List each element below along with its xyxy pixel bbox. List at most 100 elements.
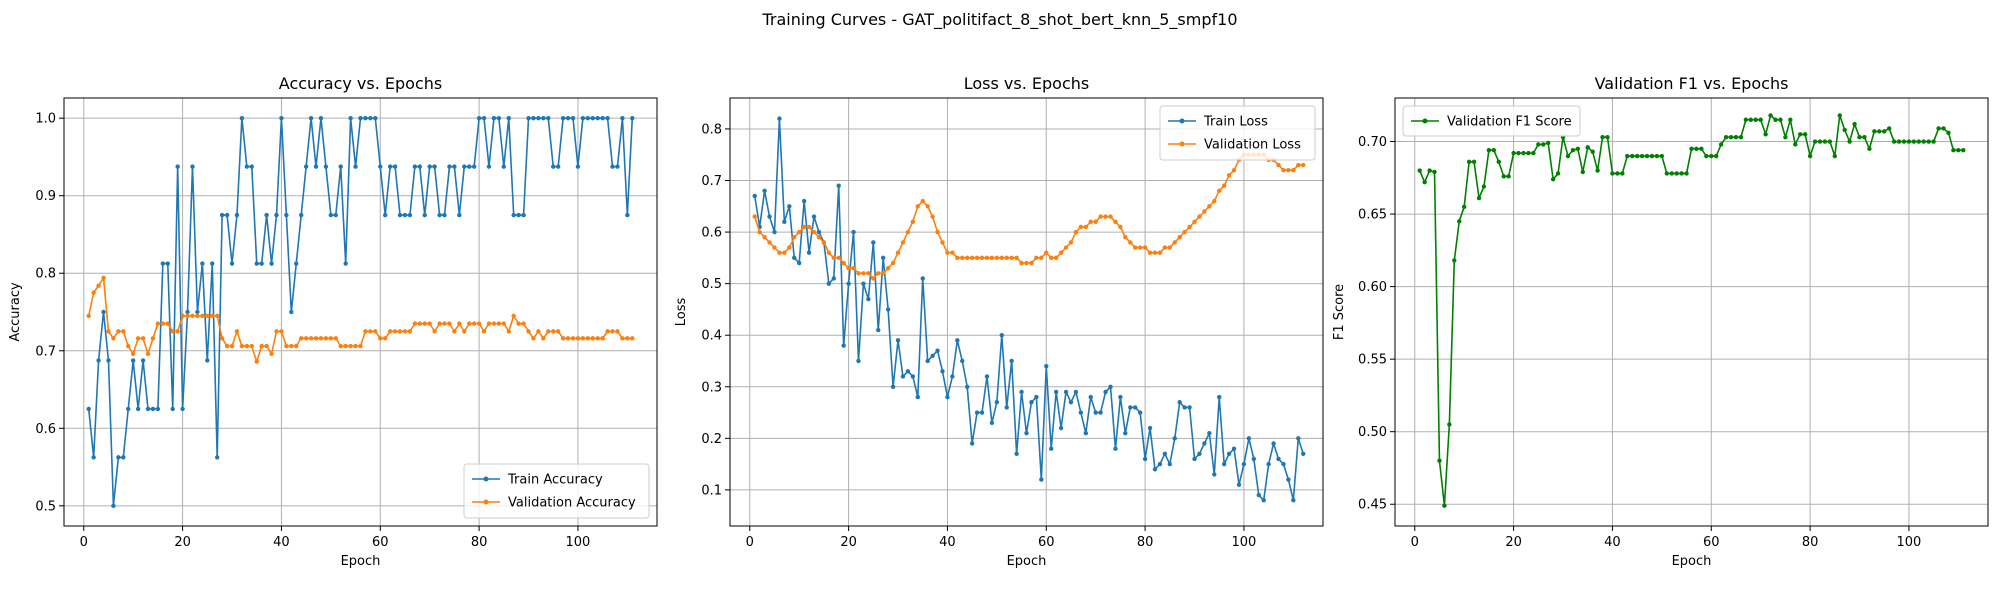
data-point [303,164,309,169]
data-point [1565,153,1571,159]
data-point [1714,153,1719,159]
data-point [1847,139,1852,144]
data-point [1128,240,1133,245]
data-point [358,115,363,121]
data-point [1630,153,1635,159]
data-point [531,115,536,121]
data-point [1916,139,1922,144]
data-point [1118,394,1123,400]
data-point [1202,441,1207,446]
x-tick-label: 20 [840,535,857,550]
data-point [1251,456,1257,462]
data-point [605,329,610,334]
data-point [526,115,531,121]
x-tick-label: 40 [1604,535,1621,550]
data-point [1118,224,1123,230]
data-point [905,229,911,235]
data-point [979,255,985,261]
data-point [180,313,185,319]
data-point [826,281,832,286]
data-point [969,255,975,261]
data-point [1137,410,1143,415]
data-point [496,115,502,121]
data-point [1595,168,1600,173]
data-point [541,336,546,341]
data-point [160,261,166,266]
series-validation-accuracy [86,275,635,364]
y-tick-label: 0.60 [1358,280,1387,295]
data-point [1610,171,1615,176]
data-point [920,198,925,204]
series-line [87,117,634,507]
data-point [407,329,413,334]
data-point [299,212,304,218]
x-tick-label: 80 [471,535,488,550]
data-point [940,369,945,374]
data-point [885,307,891,312]
data-point [1941,126,1946,131]
data-point [170,329,175,334]
data-point [1842,127,1847,133]
data-point [940,240,945,245]
data-point [856,358,861,364]
data-point [866,296,871,302]
data-point [1570,148,1576,153]
data-point [1615,171,1620,176]
data-point [1053,255,1059,261]
data-point [1162,451,1168,457]
data-point [1157,461,1163,467]
data-point [1207,430,1212,436]
data-point [229,261,235,266]
grid-lines [1395,98,1988,526]
data-point [363,115,368,121]
x-tick-label: 100 [1897,535,1922,550]
data-point [925,204,930,209]
y-tick-label: 0.5 [35,499,56,514]
data-point [476,115,482,121]
data-point [1802,132,1808,137]
data-point [299,336,304,341]
legend-box [463,463,650,519]
data-point [205,313,210,319]
data-point [841,260,846,266]
data-point [437,212,442,218]
data-point [580,115,586,121]
data-point [338,164,343,169]
data-point [1207,204,1212,209]
data-point [989,420,995,426]
data-point [1152,250,1158,255]
data-point [1078,224,1084,230]
data-point [915,394,920,400]
data-point [486,321,492,326]
data-point [999,333,1004,338]
data-point [1491,148,1497,153]
data-point [165,261,170,266]
data-point [1236,482,1242,487]
data-point [244,164,250,169]
data-point [333,212,338,218]
data-point [140,358,146,363]
data-point [752,193,757,199]
data-point [1807,153,1813,159]
data-point [200,313,205,319]
data-point [1063,245,1069,250]
y-axis-label: F1 Score [1332,284,1347,340]
y-tick-label: 0.45 [1358,498,1387,513]
data-point [378,336,383,341]
data-point [945,250,950,255]
data-point [145,351,151,357]
data-point [432,329,437,334]
data-point [1286,477,1291,482]
data-point [289,309,294,315]
data-point [1098,410,1103,415]
data-point [1014,255,1019,261]
x-tick-label: 0 [80,535,88,550]
data-point [106,358,111,363]
data-point [595,336,600,341]
data-point [560,336,566,341]
data-point [1123,430,1128,436]
data-point [155,321,161,326]
data-point [1886,126,1892,131]
data-point [1743,117,1749,122]
data-point [1654,153,1660,159]
